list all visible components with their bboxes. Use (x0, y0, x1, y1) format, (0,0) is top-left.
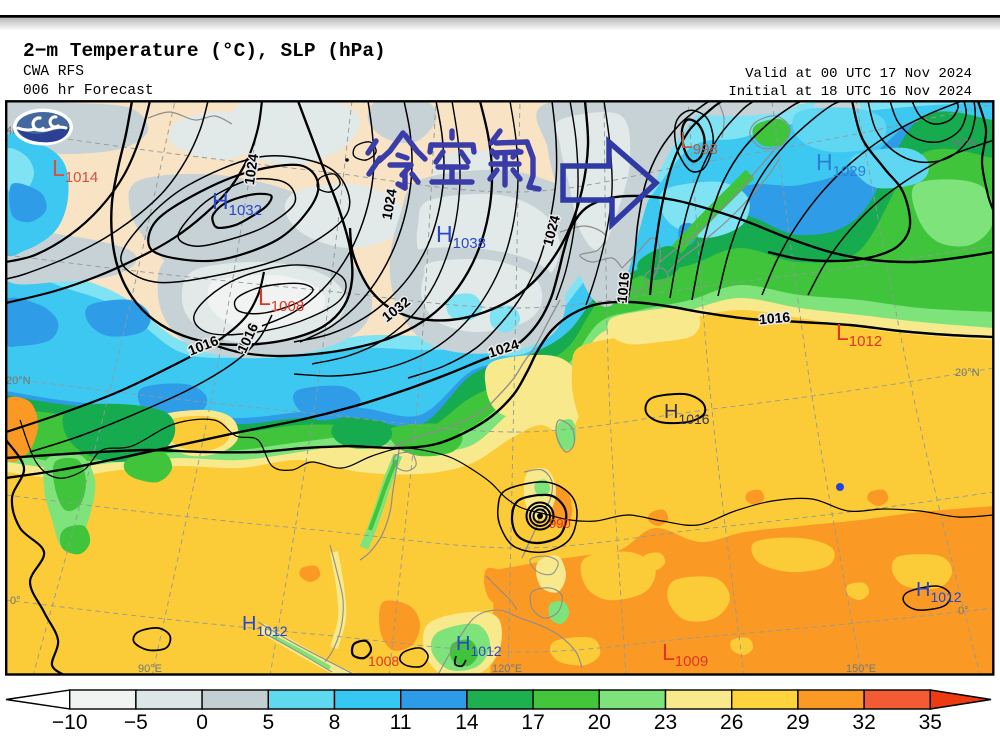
svg-text:17: 17 (521, 711, 544, 734)
svg-text:1008: 1008 (368, 653, 399, 669)
svg-text:26: 26 (720, 711, 743, 734)
svg-text:8: 8 (329, 711, 341, 734)
svg-text:40°N: 40°N (952, 137, 977, 149)
svg-text:990: 990 (549, 516, 571, 531)
svg-text:20: 20 (588, 711, 611, 734)
svg-text:5: 5 (262, 711, 274, 734)
svg-text:0°: 0° (10, 595, 21, 607)
svg-text:−5: −5 (124, 711, 148, 734)
svg-text:32: 32 (852, 711, 875, 734)
svg-text:2−m Temperature (°C), SLP (hPa: 2−m Temperature (°C), SLP (hPa) (23, 40, 386, 62)
svg-text:1016: 1016 (614, 271, 633, 304)
svg-text:90°E: 90°E (138, 663, 162, 675)
svg-text:−10: −10 (52, 711, 88, 734)
svg-text:20°N: 20°N (6, 375, 31, 387)
svg-text:Initial at 18 UTC 16 Nov 2024: Initial at 18 UTC 16 Nov 2024 (728, 84, 972, 100)
svg-text:Valid at 00 UTC 17 Nov 2024: Valid at 00 UTC 17 Nov 2024 (745, 66, 972, 82)
svg-text:0°: 0° (958, 605, 969, 617)
svg-text:006 hr Forecast: 006 hr Forecast (23, 83, 154, 99)
svg-text:23: 23 (654, 711, 677, 734)
svg-text:35: 35 (919, 711, 942, 734)
svg-text:20°N: 20°N (955, 367, 980, 379)
svg-text:11: 11 (390, 711, 412, 734)
svg-text:1024: 1024 (378, 187, 399, 221)
svg-text:1024: 1024 (241, 153, 261, 186)
svg-text:H1016: H1016 (664, 401, 710, 427)
svg-text:29: 29 (786, 711, 809, 734)
svg-text:0: 0 (196, 711, 208, 734)
svg-text:1016: 1016 (758, 309, 791, 328)
svg-text:14: 14 (455, 711, 479, 734)
svg-text:120°E: 120°E (492, 663, 522, 675)
svg-text:150°E: 150°E (846, 663, 876, 675)
svg-text:CWA RFS: CWA RFS (23, 64, 84, 80)
